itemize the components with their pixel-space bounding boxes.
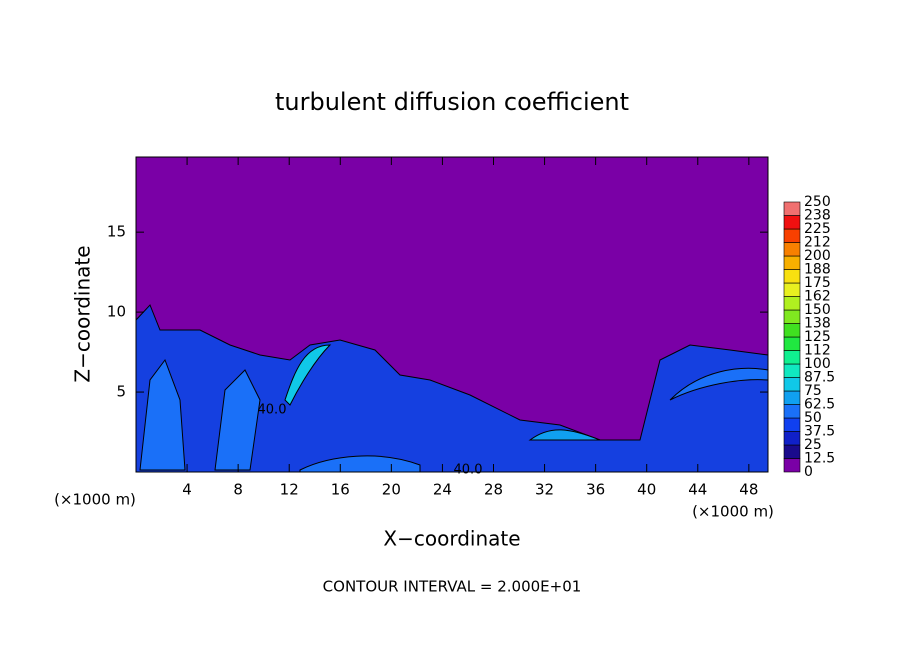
- turbulent-layer: [135, 304, 769, 473]
- color-bin: [783, 269, 801, 284]
- color-bin: [783, 377, 801, 392]
- chart-title: turbulent diffusion coefficient: [275, 88, 629, 116]
- x-tick-label: 20: [382, 481, 401, 499]
- x-unit: (×1000 m): [692, 503, 774, 521]
- colorbar-tick-label: 188: [804, 262, 831, 278]
- colorbar-tick-label: 100: [804, 356, 831, 372]
- contour-label: 40.0: [258, 403, 287, 418]
- color-bin: [783, 458, 801, 473]
- color-bin: [783, 201, 801, 216]
- color-bin: [783, 282, 801, 297]
- plot-frame: [135, 156, 769, 473]
- color-bin: [783, 336, 801, 351]
- colorbar-tick-label: 37.5: [804, 424, 835, 440]
- color-bin: [783, 309, 801, 324]
- colorbar-tick-label: 75: [804, 383, 822, 399]
- color-bin: [783, 228, 801, 243]
- field: [135, 157, 769, 473]
- contour-label: 40.0: [454, 463, 483, 478]
- colorbar-tick-label: 12.5: [804, 451, 835, 467]
- colorbar-tick-label: 150: [804, 302, 831, 318]
- color-bin: [783, 417, 801, 432]
- x-tick-label: 16: [331, 481, 350, 499]
- color-bin: [783, 215, 801, 230]
- colorbar-tick-label: 175: [804, 275, 831, 291]
- color-bin: [783, 444, 801, 459]
- colorbar-tick-label: 225: [804, 221, 831, 237]
- colorbar-tick-label: 250: [804, 194, 831, 210]
- y-tick-label: 15: [107, 223, 126, 241]
- x-tick-label: 8: [233, 481, 243, 499]
- color-bin: [783, 431, 801, 446]
- color-bin: [783, 323, 801, 338]
- colorbar-tick-label: 138: [804, 316, 831, 332]
- x-tick-label: 40: [637, 481, 656, 499]
- field-region: [284, 344, 332, 406]
- color-bin: [783, 242, 801, 257]
- color-bin: [783, 255, 801, 270]
- field-region: [299, 455, 421, 473]
- x-tick-label: 24: [433, 481, 452, 499]
- colorbar-tick-label: 50: [804, 410, 822, 426]
- x-tick-label: 48: [739, 481, 758, 499]
- field-region: [528, 429, 601, 441]
- y-axis-label: Z−coordinate: [71, 245, 95, 382]
- color-bin: [783, 363, 801, 378]
- colorbar-tick-label: 125: [804, 329, 831, 345]
- x-tick-label: 12: [280, 481, 299, 499]
- x-tick-label: 44: [688, 481, 707, 499]
- colorbar-tick-label: 200: [804, 248, 831, 264]
- footer: CONTOUR INTERVAL = 2.000E+01: [323, 578, 582, 596]
- x-tick-label: 36: [586, 481, 605, 499]
- colorbar-tick-label: 162: [804, 289, 831, 305]
- colorbar-tick-label: 112: [804, 343, 831, 359]
- colorbar-tick-label: 212: [804, 235, 831, 251]
- x-tick-label: 32: [535, 481, 554, 499]
- color-bin: [783, 404, 801, 419]
- color-bin: [783, 390, 801, 405]
- colorbar-tick-label: 62.5: [804, 397, 835, 413]
- field-region: [139, 358, 261, 471]
- x-tick-label: 4: [182, 481, 192, 499]
- color-bin: [783, 296, 801, 311]
- colorbar-tick-label: 238: [804, 208, 831, 224]
- y-tick-label: 5: [116, 383, 126, 401]
- colorbar-tick-label: 25: [804, 437, 822, 453]
- x-tick-label: 28: [484, 481, 503, 499]
- y-unit: (×1000 m): [54, 491, 136, 509]
- colorbar-tick-label: 87.5: [804, 370, 835, 386]
- x-axis-label: X−coordinate: [383, 527, 520, 551]
- y-tick-label: 10: [107, 303, 126, 321]
- colorbar-tick-label: 0: [804, 464, 813, 480]
- color-bin: [783, 350, 801, 365]
